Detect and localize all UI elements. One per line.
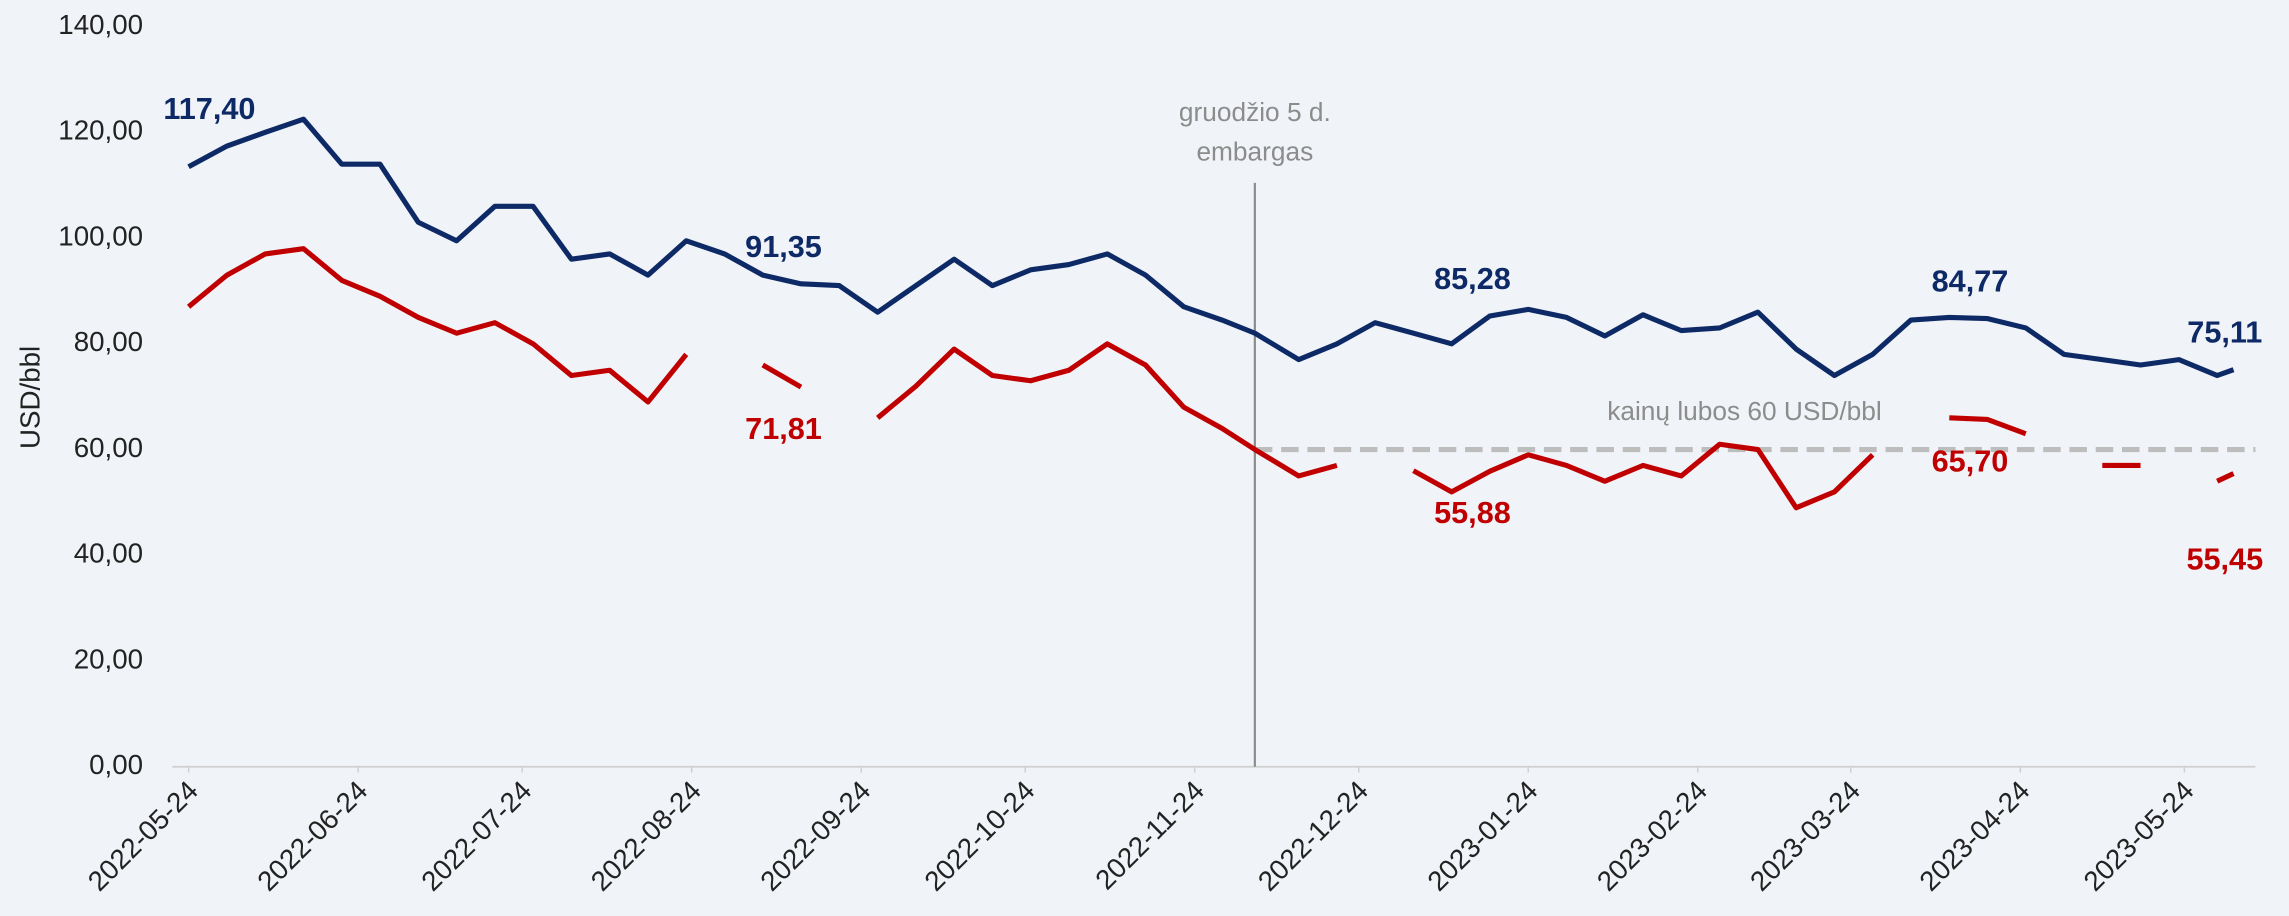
x-tick-label: 2023-03-24: [1744, 775, 1866, 897]
price-cap-label: kainų lubos 60 USD/bbl: [1607, 396, 1881, 426]
data-label: 55,88: [1434, 496, 1511, 530]
data-label: 85,28: [1434, 262, 1511, 296]
data-label: 71,81: [745, 412, 822, 446]
data-label: 75,11: [2187, 316, 2262, 350]
y-tick-label: 120,00: [58, 115, 143, 146]
y-axis-label: USD/bbl: [14, 346, 45, 449]
y-tick-label: 80,00: [74, 326, 143, 357]
series-line: [186, 246, 2235, 511]
x-tick-label: 2022-08-24: [585, 775, 707, 897]
x-tick-label: 2022-06-24: [251, 775, 373, 897]
y-tick-label: 0,00: [89, 749, 143, 780]
data-label: 117,40: [163, 92, 255, 126]
y-tick-label: 60,00: [74, 432, 143, 463]
y-tick-label: 20,00: [74, 643, 143, 674]
x-tick-label: 2022-09-24: [754, 775, 876, 897]
x-tick-label: 2022-12-24: [1252, 775, 1374, 897]
x-tick-label: 2022-07-24: [415, 775, 537, 897]
data-label: 91,35: [745, 230, 822, 264]
embargo-label: embargas: [1196, 137, 1313, 167]
data-label: 65,70: [1932, 444, 2009, 478]
x-tick-label: 2022-10-24: [918, 775, 1040, 897]
x-tick-label: 2023-02-24: [1591, 775, 1713, 897]
y-tick-label: 140,00: [58, 9, 143, 40]
data-label: 84,77: [1932, 265, 2009, 299]
y-tick-label: 40,00: [74, 538, 143, 569]
embargo-label: gruodžio 5 d.: [1179, 97, 1331, 127]
x-tick-label: 2022-05-24: [82, 775, 204, 897]
x-tick-label: 2023-04-24: [1913, 775, 2035, 897]
data-label: 55,45: [2186, 542, 2263, 576]
series-line: [187, 116, 2235, 379]
x-tick-label: 2022-11-24: [1089, 775, 1210, 896]
x-tick-label: 2023-01-24: [1421, 775, 1543, 897]
y-tick-label: 100,00: [58, 220, 143, 251]
x-tick-label: 2023-05-24: [2077, 775, 2199, 897]
